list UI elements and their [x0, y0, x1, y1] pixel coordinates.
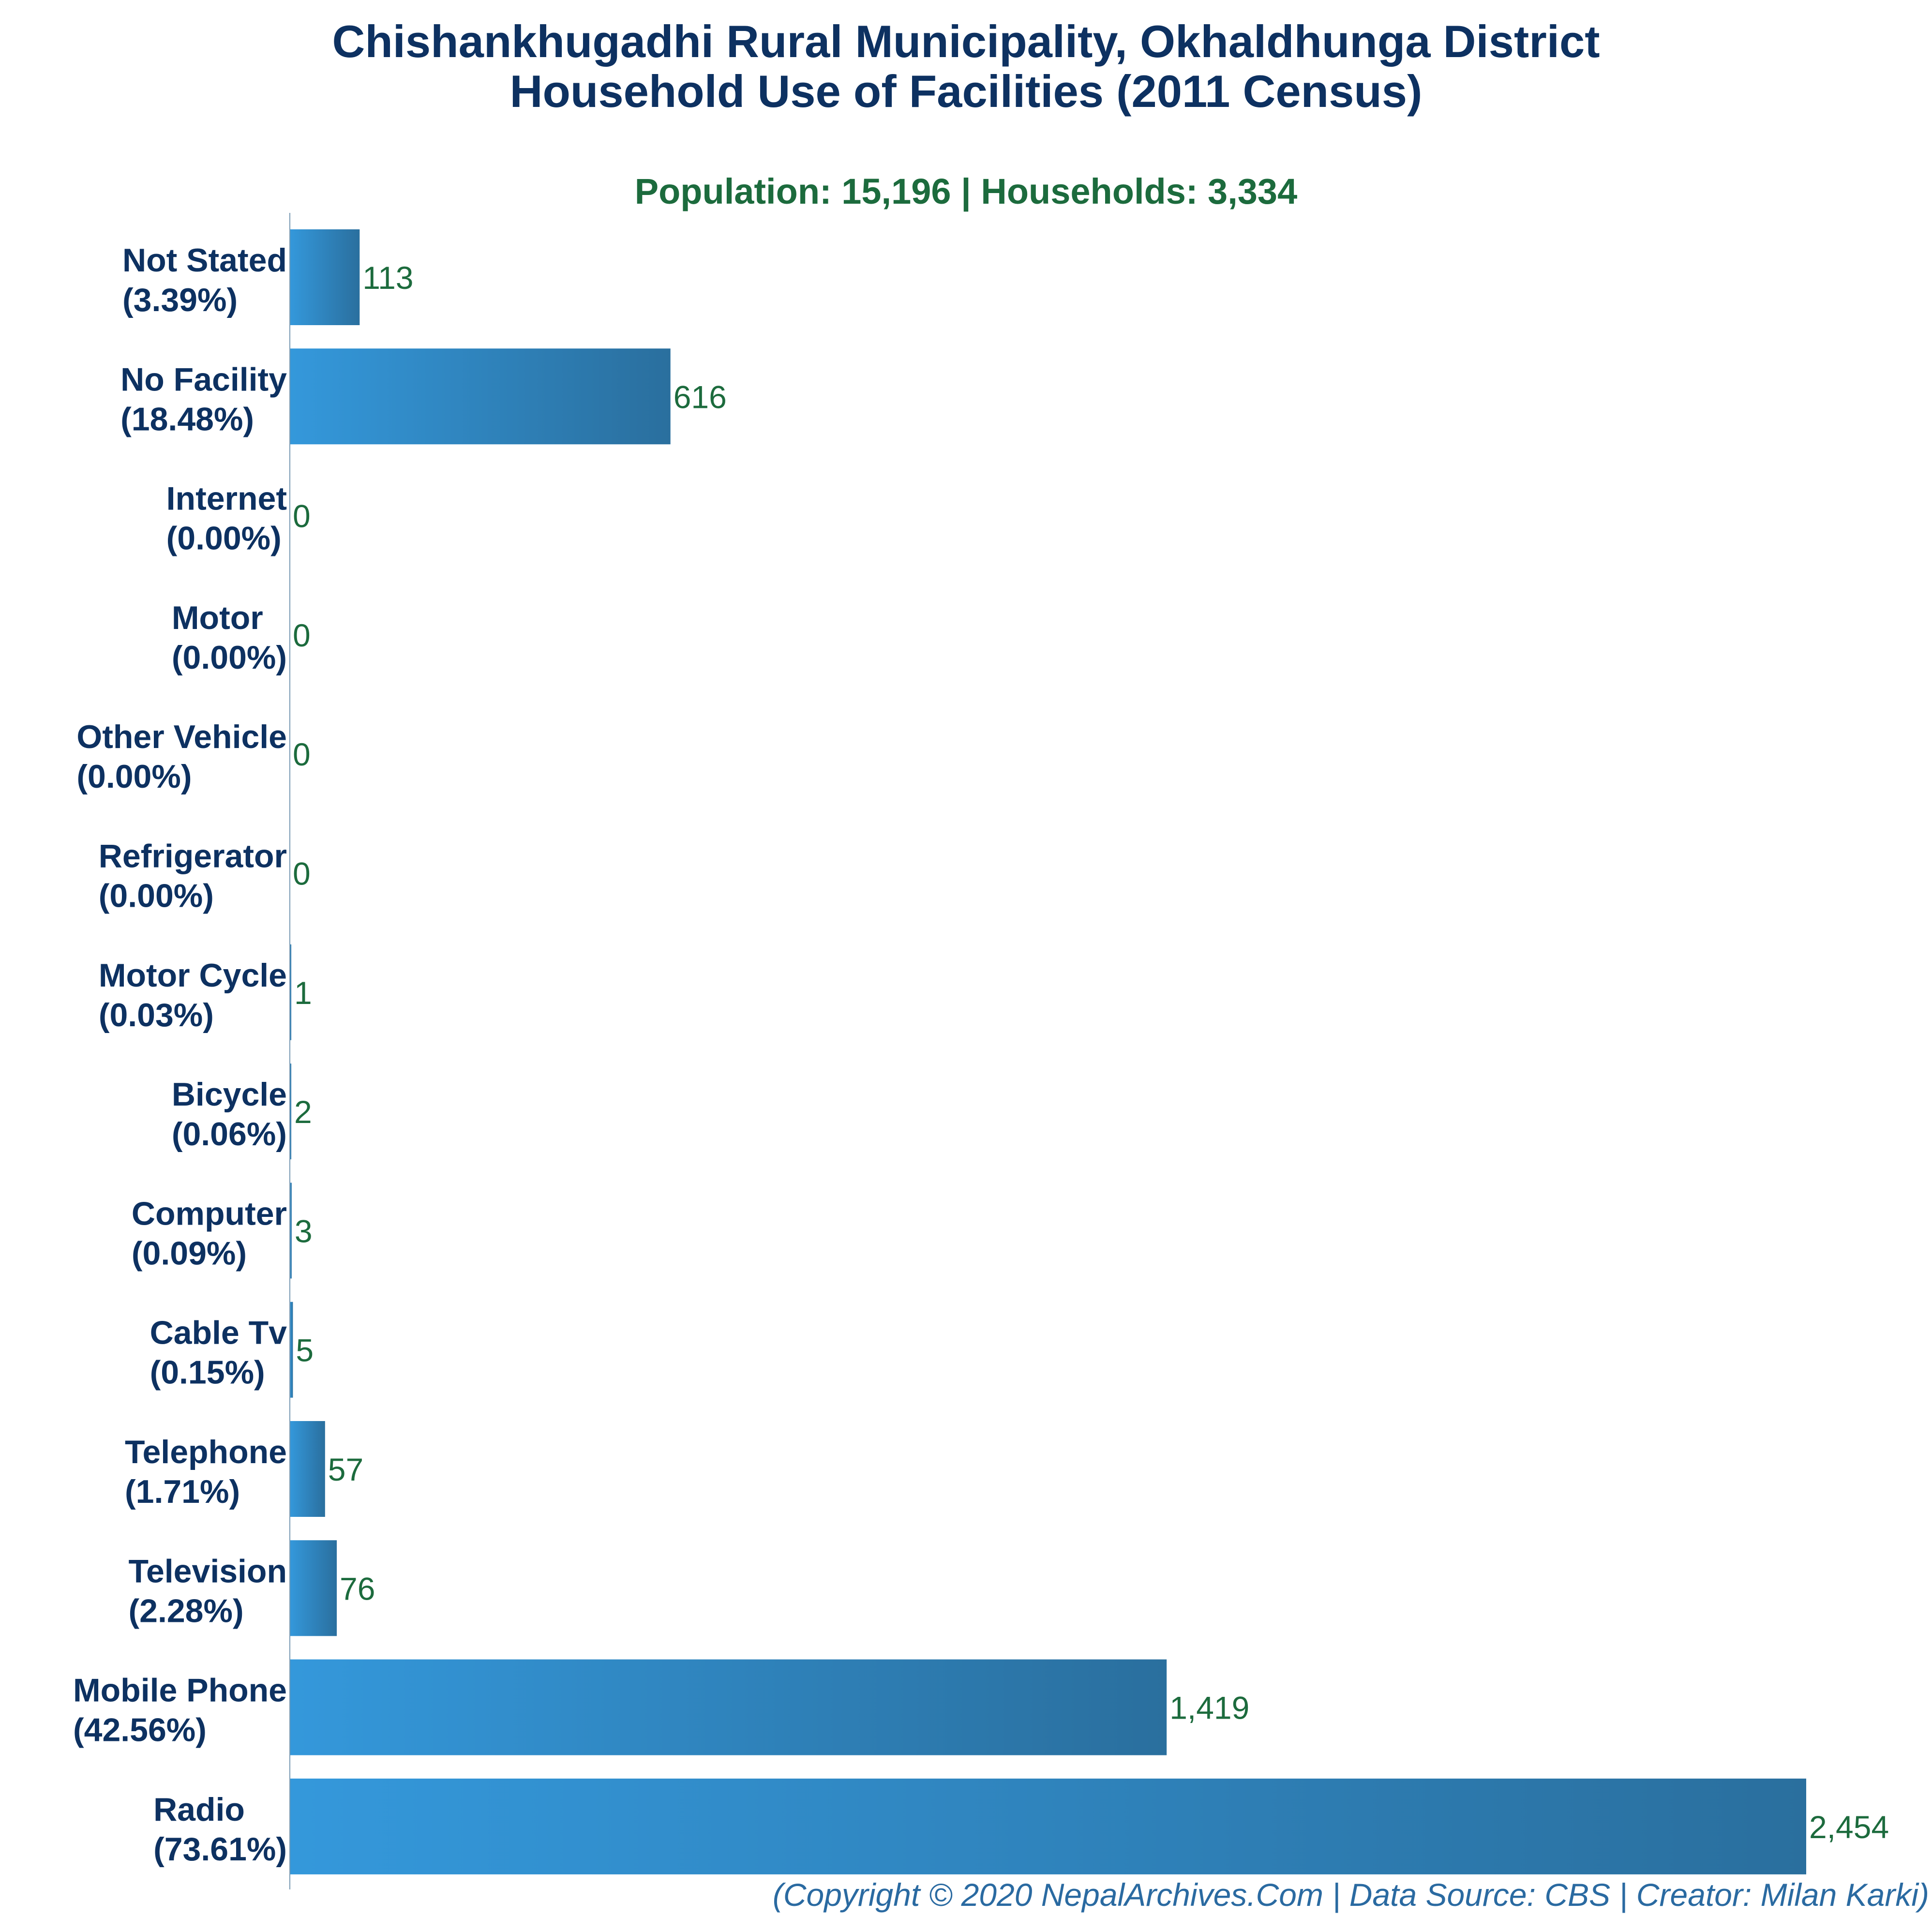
category-label: Not Stated (3.39%) — [122, 242, 287, 318]
bar-television — [290, 1540, 337, 1636]
bar-no-facility — [290, 348, 671, 445]
category-label: Bicycle (0.06%) — [172, 1076, 287, 1153]
bar-bicycle — [290, 1063, 291, 1160]
value-label: 57 — [328, 1452, 363, 1487]
category-label: Computer (0.09%) — [132, 1195, 287, 1272]
copyright-footer: (Copyright © 2020 NepalArchives.Com | Da… — [772, 1877, 1929, 1913]
value-label: 0 — [293, 498, 311, 534]
category-label: Other Vehicle (0.00%) — [76, 719, 287, 795]
value-label: 2,454 — [1809, 1809, 1889, 1845]
chart-title-line2: Household Use of Facilities (2011 Census… — [509, 66, 1423, 117]
category-label: Television (2.28%) — [128, 1553, 287, 1629]
value-label: 2 — [294, 1094, 312, 1130]
category-label: Motor (0.00%) — [172, 599, 287, 676]
bar-computer — [290, 1183, 292, 1279]
category-label: Cable Tv (0.15%) — [150, 1315, 287, 1391]
value-label: 0 — [293, 736, 311, 772]
category-label: Refrigerator (0.00%) — [99, 838, 287, 914]
bar-radio — [290, 1778, 1806, 1874]
bar-cable-tv — [290, 1302, 293, 1398]
value-label: 1 — [294, 975, 312, 1011]
value-label: 3 — [295, 1213, 313, 1249]
category-label: No Facility (18.48%) — [120, 361, 287, 437]
chart-title-line1: Chishankhugadhi Rural Municipality, Okha… — [332, 16, 1600, 67]
value-label: 0 — [293, 856, 311, 892]
category-label: Motor Cycle (0.03%) — [99, 957, 287, 1033]
value-label: 76 — [340, 1571, 375, 1606]
value-label: 5 — [296, 1333, 314, 1368]
value-label: 113 — [362, 260, 413, 296]
value-label: 1,419 — [1169, 1690, 1249, 1726]
category-label: Telephone (1.71%) — [125, 1434, 287, 1510]
bar-motor-cycle — [290, 944, 291, 1040]
category-label: Radio (73.61%) — [153, 1791, 287, 1868]
category-label: Mobile Phone (42.56%) — [73, 1672, 287, 1749]
value-label: 616 — [674, 379, 727, 415]
bar-mobile-phone — [290, 1659, 1167, 1755]
bar-telephone — [290, 1421, 325, 1517]
chart-subtitle: Population: 15,196 | Households: 3,334 — [634, 171, 1298, 211]
bars-group: 113 Not Stated (3.39%) 616 No Facility (18.48… — [73, 229, 1889, 1874]
category-label: Internet (0.00%) — [166, 480, 287, 557]
bar-not-stated — [290, 229, 360, 325]
value-label: 0 — [293, 617, 311, 653]
